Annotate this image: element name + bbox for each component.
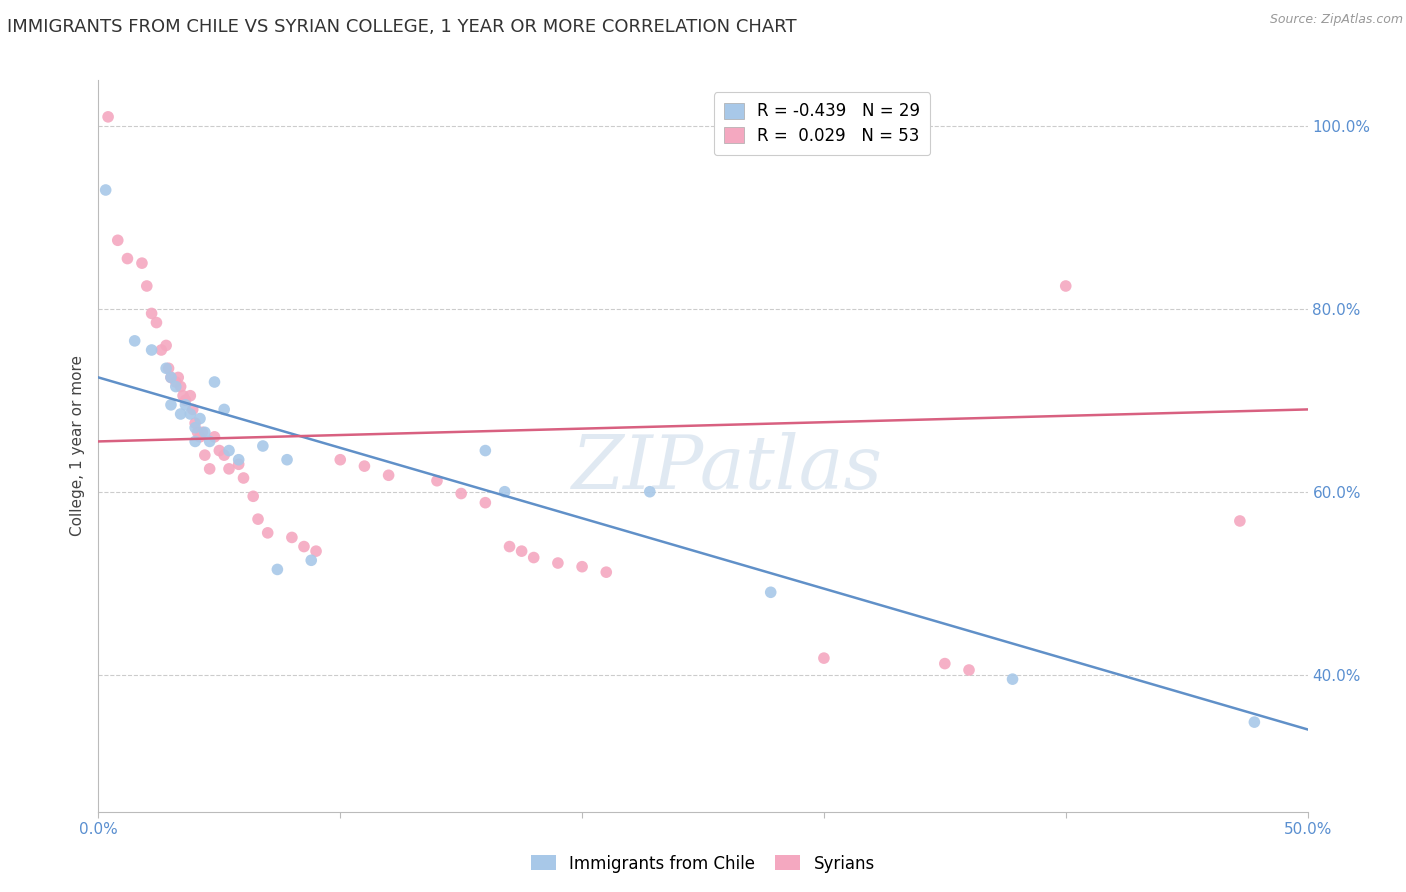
Point — [160, 398, 183, 412]
Point — [212, 402, 235, 417]
Point — [266, 562, 288, 576]
Point — [228, 458, 250, 472]
Point — [498, 540, 520, 554]
Point — [228, 452, 250, 467]
Point — [187, 425, 209, 440]
Point — [305, 544, 328, 558]
Point — [247, 512, 270, 526]
Point — [232, 471, 254, 485]
Point — [426, 474, 449, 488]
Point — [474, 496, 496, 510]
Point — [160, 370, 183, 384]
Point — [194, 425, 217, 440]
Point — [353, 459, 375, 474]
Point — [165, 379, 187, 393]
Point — [141, 306, 163, 320]
Point — [141, 343, 163, 357]
Point — [169, 407, 191, 421]
Point — [450, 486, 472, 500]
Point — [1229, 514, 1251, 528]
Point — [276, 452, 298, 467]
Point — [198, 462, 221, 476]
Point — [124, 334, 146, 348]
Point — [174, 398, 197, 412]
Point — [150, 343, 173, 357]
Point — [107, 233, 129, 247]
Point — [1054, 279, 1077, 293]
Point — [165, 375, 187, 389]
Point — [188, 411, 211, 425]
Point — [167, 370, 190, 384]
Point — [188, 430, 211, 444]
Point — [135, 279, 157, 293]
Text: Source: ZipAtlas.com: Source: ZipAtlas.com — [1270, 13, 1403, 27]
Point — [204, 375, 226, 389]
Point — [97, 110, 120, 124]
Point — [131, 256, 153, 270]
Point — [191, 425, 214, 440]
Point — [957, 663, 980, 677]
Point — [510, 544, 533, 558]
Point — [184, 416, 207, 430]
Point — [160, 370, 183, 384]
Point — [94, 183, 117, 197]
Point — [547, 556, 569, 570]
Point — [281, 530, 304, 544]
Text: IMMIGRANTS FROM CHILE VS SYRIAN COLLEGE, 1 YEAR OR MORE CORRELATION CHART: IMMIGRANTS FROM CHILE VS SYRIAN COLLEGE,… — [7, 18, 797, 36]
Point — [198, 434, 221, 449]
Point — [759, 585, 782, 599]
Point — [252, 439, 274, 453]
Point — [299, 553, 322, 567]
Point — [194, 448, 217, 462]
Legend: R = -0.439   N = 29, R =  0.029   N = 53: R = -0.439 N = 29, R = 0.029 N = 53 — [714, 92, 931, 155]
Point — [179, 407, 201, 421]
Point — [474, 443, 496, 458]
Point — [212, 448, 235, 462]
Point — [184, 420, 207, 434]
Point — [934, 657, 956, 671]
Point — [242, 489, 264, 503]
Point — [218, 443, 240, 458]
Point — [179, 389, 201, 403]
Point — [292, 540, 315, 554]
Point — [494, 484, 516, 499]
Point — [174, 393, 197, 408]
Point — [1243, 715, 1265, 730]
Point — [571, 559, 593, 574]
Point — [145, 316, 167, 330]
Legend: Immigrants from Chile, Syrians: Immigrants from Chile, Syrians — [524, 848, 882, 880]
Point — [155, 361, 177, 376]
Point — [377, 468, 399, 483]
Point — [204, 430, 226, 444]
Point — [523, 550, 546, 565]
Point — [184, 434, 207, 449]
Point — [595, 565, 617, 579]
Point — [638, 484, 661, 499]
Point — [169, 379, 191, 393]
Point — [117, 252, 139, 266]
Point — [329, 452, 352, 467]
Point — [218, 462, 240, 476]
Point — [1001, 672, 1024, 686]
Point — [155, 338, 177, 352]
Point — [181, 402, 204, 417]
Point — [256, 525, 278, 540]
Point — [172, 389, 194, 403]
Point — [813, 651, 835, 665]
Point — [157, 361, 180, 376]
Y-axis label: College, 1 year or more: College, 1 year or more — [70, 356, 86, 536]
Point — [208, 443, 231, 458]
Text: ZIPatlas: ZIPatlas — [572, 432, 883, 504]
